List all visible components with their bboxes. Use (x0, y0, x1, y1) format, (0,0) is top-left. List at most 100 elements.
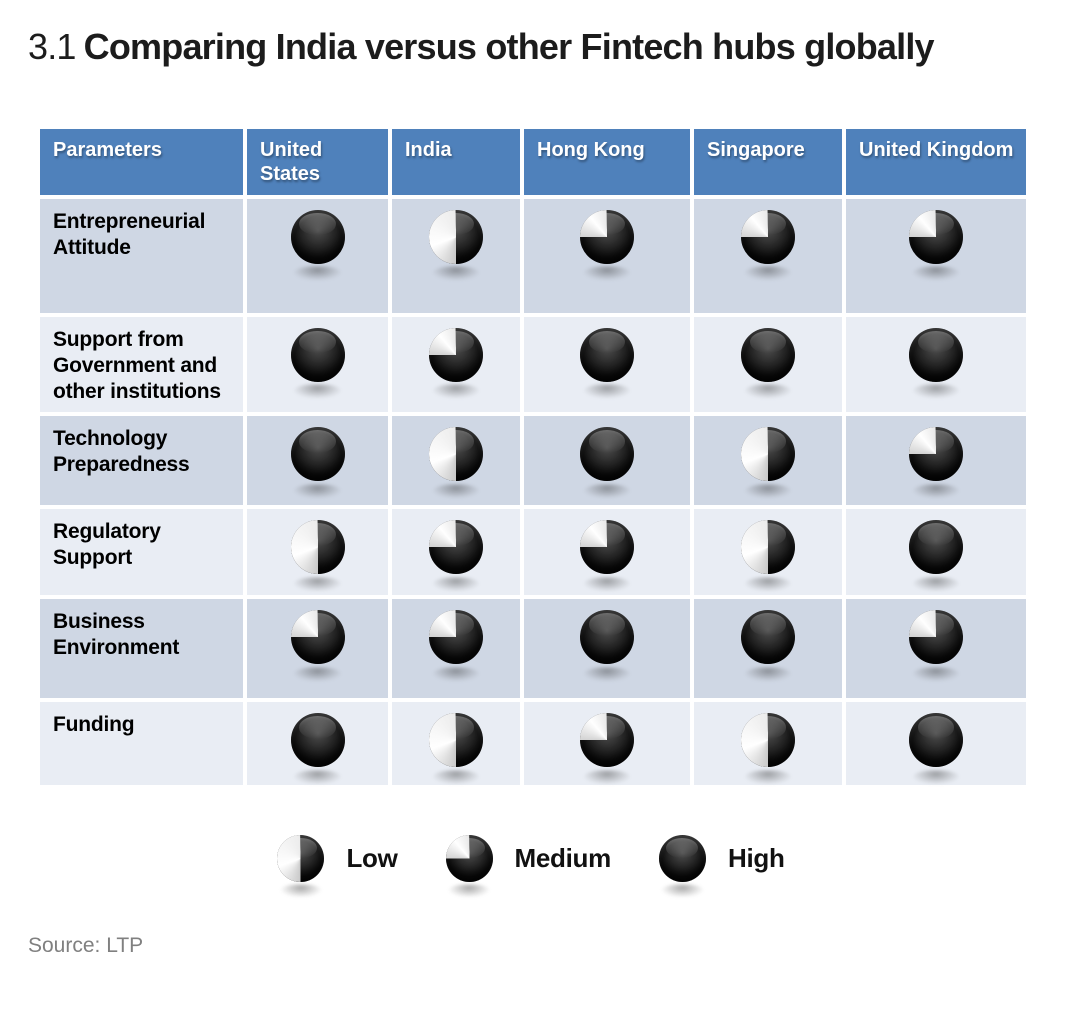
rating-cell (388, 312, 524, 417)
rating-ball-medium-icon (741, 210, 795, 264)
rating-wedge (741, 520, 795, 575)
rating-wedge (429, 610, 483, 665)
title-text: Comparing India versus other Fintech hub… (83, 26, 935, 67)
rating-wedge (580, 210, 634, 264)
rating-ball-low-icon (741, 713, 795, 768)
rating-ball-high-icon (580, 610, 634, 665)
rating-cell (842, 595, 1030, 703)
rating-cell (243, 195, 392, 317)
parameter-cell: Technology Preparedness (36, 412, 247, 510)
rating-ball-medium-icon (580, 210, 634, 264)
parameter-cell: Entrepreneurial Attitude (36, 195, 247, 317)
rating-cell (520, 595, 694, 703)
rating-wedge (291, 210, 345, 264)
rating-ball-high-icon (290, 210, 345, 264)
legend-label: High (727, 843, 785, 874)
rating-cell (842, 505, 1030, 600)
rating-wedge (741, 328, 795, 382)
rating-ball-high-icon (741, 610, 795, 665)
rating-cell (243, 595, 392, 703)
rating-ball-medium-icon (580, 520, 634, 575)
rating-ball-high-icon (290, 427, 345, 482)
rating-wedge (580, 610, 634, 664)
page-title: 3.1 Comparing India versus other Fintech … (28, 26, 1080, 68)
rating-ball-high-icon (290, 328, 345, 382)
column-header: United Kingdom (842, 125, 1030, 199)
rating-wedge (741, 610, 795, 664)
rating-ball-high-icon (290, 713, 345, 768)
rating-cell (520, 698, 694, 790)
rating-wedge (580, 520, 634, 575)
table-body: Entrepreneurial Attitude Support from Gov… (36, 195, 1030, 790)
rating-ball-medium-icon (429, 328, 483, 382)
rating-ball-medium-icon (909, 610, 963, 665)
rating-wedge (429, 328, 483, 382)
rating-cell (243, 698, 392, 790)
rating-wedge (741, 427, 795, 482)
rating-cell (690, 312, 846, 417)
table-row: Technology Preparedness (36, 412, 1030, 510)
rating-wedge (290, 520, 345, 575)
rating-wedge (580, 713, 634, 768)
rating-wedge (909, 328, 963, 382)
rating-wedge (429, 713, 483, 768)
rating-wedge (659, 835, 706, 882)
rating-ball-high-icon (580, 427, 634, 482)
rating-ball-low-icon (741, 520, 795, 575)
rating-ball-high-icon (909, 520, 963, 575)
rating-wedge (909, 210, 963, 264)
rating-ball-low-icon (429, 713, 483, 768)
table-header: Parameters United States India Hong Kong Sin… (36, 125, 1030, 199)
rating-wedge (909, 713, 963, 767)
rating-ball-low-icon (429, 210, 483, 264)
table-row: Business Environment (36, 595, 1030, 703)
parameter-cell: Regulatory Support (36, 505, 247, 600)
rating-wedge (909, 520, 963, 574)
rating-wedge (291, 427, 345, 481)
rating-ball-medium-icon (429, 610, 483, 665)
column-header: India (388, 125, 524, 199)
rating-ball-high-icon (909, 713, 963, 768)
rating-cell (520, 312, 694, 417)
rating-ball-medium-icon (445, 835, 493, 883)
rating-wedge (741, 210, 795, 264)
rating-ball-low-icon (277, 835, 325, 883)
table-row: Support from Government and other instit… (36, 312, 1030, 417)
legend-item-medium: Medium (445, 835, 612, 883)
rating-ball-high-icon (580, 328, 634, 382)
table-row: Funding (36, 698, 1030, 790)
parameter-cell: Funding (36, 698, 247, 790)
rating-cell (388, 195, 524, 317)
rating-ball-medium-icon (429, 520, 483, 575)
legend-item-high: High (658, 835, 785, 883)
rating-cell (690, 595, 846, 703)
rating-ball-medium-icon (909, 427, 963, 482)
table-row: Entrepreneurial Attitude (36, 195, 1030, 317)
rating-cell (842, 195, 1030, 317)
rating-wedge (429, 520, 483, 575)
rating-wedge (741, 713, 795, 768)
rating-ball-low-icon (741, 427, 795, 482)
rating-wedge (580, 427, 634, 481)
comparison-table: Parameters United States India Hong Kong Sin… (36, 125, 1030, 790)
rating-cell (690, 698, 846, 790)
rating-wedge (291, 713, 345, 767)
table-row: Regulatory Support (36, 505, 1030, 600)
legend-label: Medium (514, 843, 612, 874)
rating-cell (520, 412, 694, 510)
rating-cell (388, 412, 524, 510)
rating-cell (243, 312, 392, 417)
rating-cell (690, 505, 846, 600)
column-header: Hong Kong (520, 125, 694, 199)
legend-label: Low (346, 843, 398, 874)
rating-cell (243, 505, 392, 600)
rating-wedge (429, 210, 483, 264)
source-note: Source: LTP (28, 934, 144, 958)
figure-number: 3.1 (28, 26, 76, 67)
rating-cell (388, 595, 524, 703)
rating-wedge (909, 427, 963, 482)
rating-ball-medium-icon (290, 610, 345, 665)
parameter-cell: Support from Government and other instit… (36, 312, 247, 417)
rating-ball-high-icon (658, 835, 706, 883)
column-header: Singapore (690, 125, 846, 199)
